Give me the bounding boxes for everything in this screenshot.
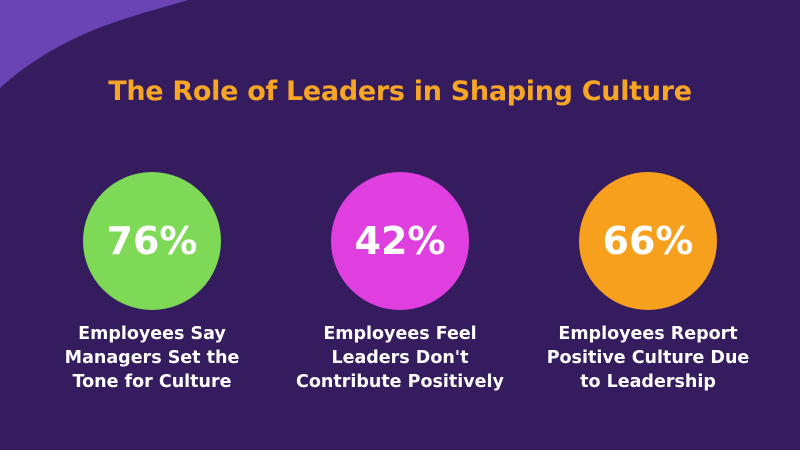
stat-label: Employees Say Managers Set the Tone for … [32,322,272,394]
stat-card-culture: 66% Employees Report Positive Culture Du… [528,172,768,394]
stat-card-managers: 76% Employees Say Managers Set the Tone … [32,172,272,394]
stat-value: 66% [602,219,694,263]
page-title: The Role of Leaders in Shaping Culture [108,76,692,107]
label-line: Contribute Positively [296,372,504,392]
label-line: to Leadership [580,372,716,392]
stat-label: Employees Feel Leaders Don't Contribute … [280,322,520,394]
stat-circle: 76% [83,172,221,310]
stat-circle: 66% [579,172,717,310]
label-line: Managers Set the [64,348,240,368]
stat-value: 42% [354,219,446,263]
label-line: Tone for Culture [72,372,232,392]
stat-label: Employees Report Positive Culture Due to… [528,322,768,394]
label-line: Employees Feel [323,324,477,344]
label-line: Leaders Don't [331,348,469,368]
label-line: Positive Culture Due [546,348,750,368]
label-line: Employees Say [78,324,226,344]
stat-value: 76% [106,219,198,263]
stat-circle: 42% [331,172,469,310]
label-line: Employees Report [558,324,738,344]
stat-card-leaders: 42% Employees Feel Leaders Don't Contrib… [280,172,520,394]
